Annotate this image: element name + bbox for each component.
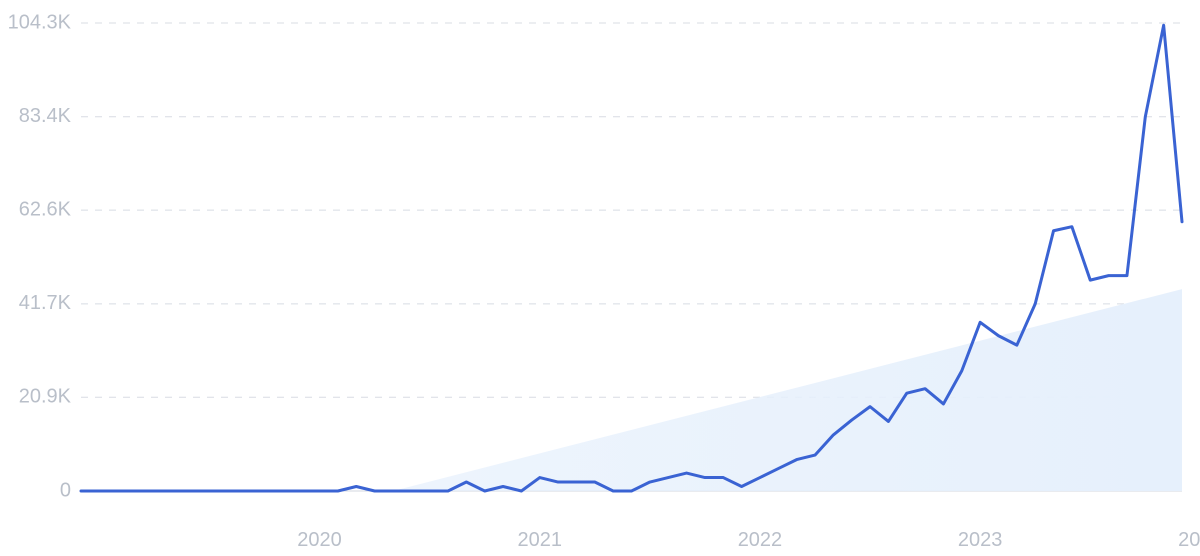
series-line	[79, 23, 1184, 493]
y-tick-label: 0	[60, 479, 71, 501]
y-tick-label: 62.6K	[19, 198, 72, 220]
x-tick-label: 2024	[1178, 529, 1200, 551]
y-tick-label: 41.7K	[19, 292, 72, 314]
x-axis-labels: 2020 2021 2022 2023 2024	[297, 529, 1200, 551]
x-tick-label: 2021	[518, 529, 563, 551]
trend-area	[392, 289, 1182, 491]
y-tick-label: 20.9K	[19, 386, 72, 408]
x-tick-label: 2023	[958, 529, 1003, 551]
x-tick-label: 2020	[297, 529, 342, 551]
series-layer	[79, 23, 1184, 493]
y-tick-label: 83.4K	[19, 105, 72, 127]
trend-fill	[392, 289, 1182, 491]
y-tick-label: 104.3K	[8, 11, 72, 33]
x-tick-label: 2022	[738, 529, 783, 551]
y-axis-labels: 0 20.9K 41.7K 62.6K 83.4K 104.3K	[8, 11, 72, 501]
